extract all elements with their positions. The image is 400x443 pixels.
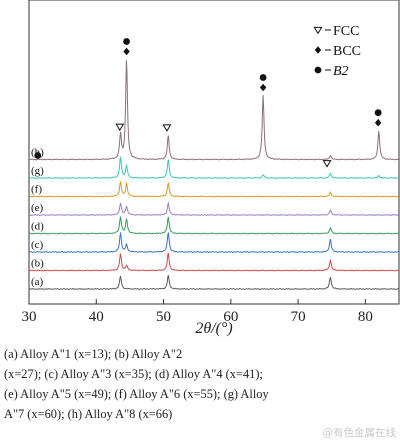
caption-line: (x=27); (c) Alloy A"3 (x=35); (d) Alloy … — [4, 367, 263, 381]
x-axis-label: 2θ/(°) — [195, 320, 232, 337]
bcc-marker — [374, 118, 382, 127]
xrd-trace — [28, 252, 399, 272]
trace-label: (b) — [31, 258, 44, 270]
xrd-trace — [28, 216, 399, 235]
b2-marker — [34, 152, 42, 159]
xrd-trace — [28, 181, 399, 198]
trace-label: (a) — [31, 276, 44, 288]
b2-marker — [314, 66, 322, 74]
fcc-marker — [313, 26, 323, 35]
x-tick-label: 50 — [156, 309, 171, 325]
watermark: @有色金属在线 — [322, 427, 397, 439]
caption-line: (a) Alloy A"1 (x=13); (b) Alloy A"2 — [4, 347, 183, 361]
trace-group — [28, 60, 399, 290]
fcc-marker — [322, 160, 332, 168]
trace-label-group: (a)(b)(c)(d)(e)(f)(g)(h) — [31, 147, 44, 289]
plot-frame — [28, 0, 400, 305]
trace-label: (g) — [31, 165, 44, 177]
xrd-trace — [28, 232, 399, 253]
bcc-marker — [259, 83, 267, 92]
trace-label: (f) — [31, 184, 42, 196]
figure-caption: (a) Alloy A"1 (x=13); (b) Alloy A"2 (x=2… — [4, 344, 396, 424]
x-tick-label: 30 — [22, 309, 37, 325]
bcc-marker — [314, 46, 322, 54]
bcc-marker — [123, 47, 130, 56]
trace-label: (c) — [31, 239, 44, 251]
b2-marker — [374, 109, 382, 117]
x-tick-label: 40 — [89, 309, 104, 325]
legend-label: FCC — [333, 24, 359, 39]
b2-marker — [123, 38, 130, 45]
xrd-trace — [28, 201, 399, 216]
x-axis-ticks: 30 40 50 60 70 80 — [22, 299, 373, 325]
x-tick-label: 60 — [223, 309, 238, 325]
xrd-trace — [28, 156, 399, 179]
xrd-trace — [28, 60, 399, 161]
fcc-marker — [115, 123, 125, 132]
legend: FCC BCC B2 — [313, 24, 361, 79]
caption-line: A"7 (x=60); (h) Alloy A"8 (x=66) — [4, 407, 173, 421]
xrd-trace — [28, 275, 399, 290]
caption-line: (e) Alloy A"5 (x=49); (f) Alloy A"6 (x=5… — [4, 387, 269, 401]
fcc-marker — [162, 124, 172, 132]
phase-marker-group — [34, 38, 382, 168]
trace-label: (e) — [31, 202, 44, 214]
b2-marker — [259, 74, 267, 81]
legend-label: BCC — [333, 44, 361, 59]
x-tick-label: 70 — [291, 309, 306, 325]
x-tick-label: 80 — [358, 309, 373, 325]
legend-label: B2 — [333, 64, 349, 79]
trace-label: (d) — [31, 221, 44, 233]
